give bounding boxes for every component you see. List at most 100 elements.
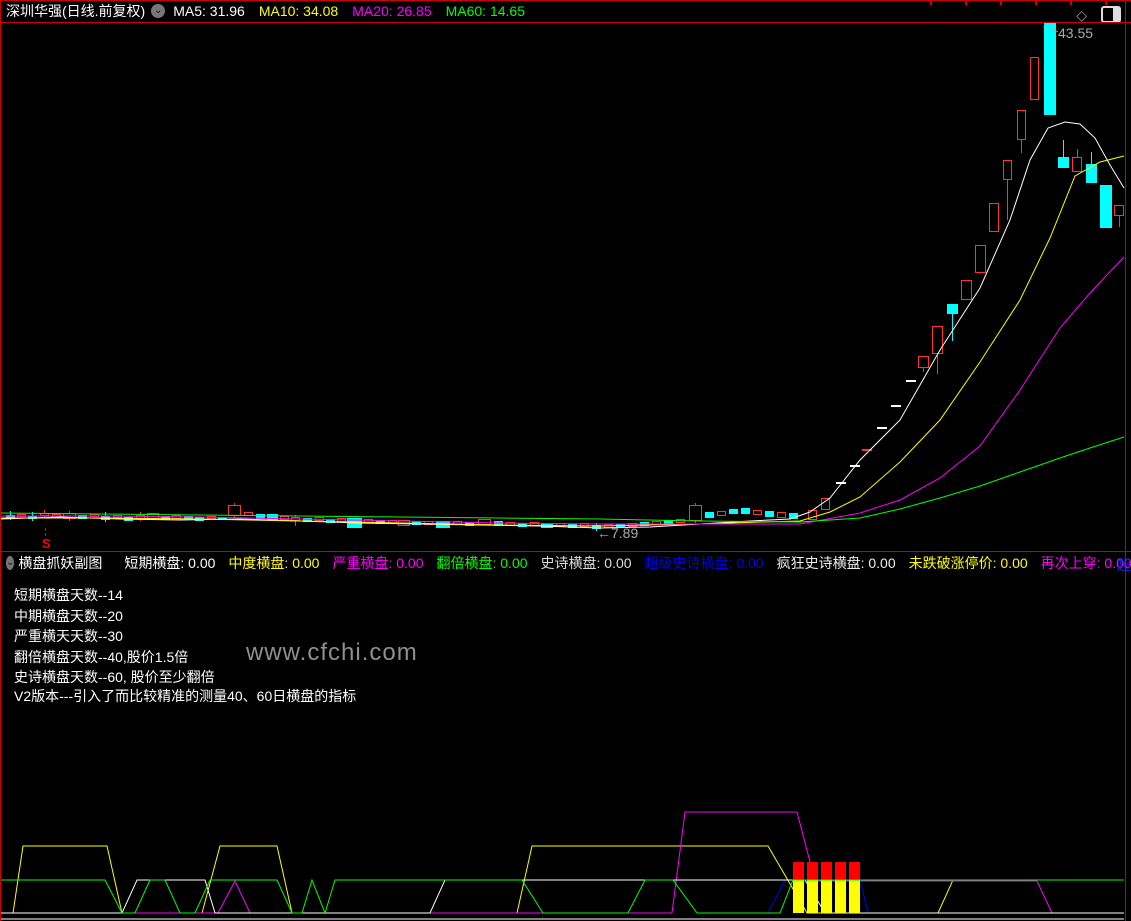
up-candle bbox=[689, 505, 702, 521]
description-line: V2版本---引入了而比较精准的测量40、60日横盘的指标 bbox=[14, 687, 357, 704]
up-candle bbox=[989, 203, 999, 232]
down-candle bbox=[1044, 23, 1056, 115]
up-candle bbox=[17, 514, 26, 517]
ma-legend: MA5: 31.96 MA10: 34.08 MA20: 26.85 MA60: 14… bbox=[173, 3, 525, 19]
low-arrow-icon: ← bbox=[597, 525, 611, 541]
up-candle bbox=[478, 519, 491, 525]
up-candle bbox=[172, 515, 181, 519]
limit-dash bbox=[836, 482, 846, 484]
sell-signal-marker: S bbox=[42, 528, 51, 551]
up-candle bbox=[580, 523, 589, 527]
signal-bar-red bbox=[807, 862, 818, 880]
sub-yellow-line bbox=[1, 845, 1124, 914]
down-candle bbox=[28, 516, 37, 519]
signal-bar-yellow bbox=[849, 880, 860, 913]
up-candle bbox=[918, 356, 929, 368]
sub-green-line bbox=[1, 878, 1124, 915]
down-candle bbox=[1100, 185, 1112, 228]
ma-legend-item: MA20: 26.85 bbox=[352, 3, 432, 19]
limit-dash bbox=[891, 405, 901, 407]
limit-dash bbox=[877, 427, 887, 429]
main-sub-separator[interactable] bbox=[0, 551, 1131, 552]
up-candle bbox=[961, 280, 972, 300]
limit-dash bbox=[850, 465, 860, 467]
ma-legend-item: MA10: 34.08 bbox=[258, 3, 339, 19]
signal-bar-red bbox=[793, 862, 804, 880]
up-candle bbox=[1003, 160, 1012, 180]
down-candle bbox=[1058, 157, 1069, 168]
up-candle bbox=[63, 513, 76, 519]
down-candle bbox=[705, 512, 714, 518]
up-candle bbox=[280, 516, 289, 520]
signal-bar-red bbox=[835, 862, 846, 880]
indicator-item: 严重横盘: 0.00 bbox=[332, 554, 424, 571]
down-candle bbox=[412, 521, 421, 525]
sub-blue-line bbox=[767, 879, 869, 914]
down-candle bbox=[664, 520, 673, 525]
top-border bbox=[0, 0, 1131, 1]
titlebar-separator bbox=[0, 22, 1131, 23]
indicator-item: 中度横盘: 0.00 bbox=[228, 554, 320, 571]
up-candle bbox=[398, 520, 410, 526]
down-candle bbox=[6, 515, 15, 518]
description-line: 严重横天天数--30 bbox=[14, 628, 123, 644]
diamond-icon[interactable]: ◇ bbox=[1076, 6, 1087, 23]
up-candle bbox=[424, 521, 433, 525]
signal-bar-yellow bbox=[807, 880, 818, 913]
up-candle bbox=[530, 522, 539, 526]
down-candle bbox=[184, 516, 193, 519]
indicator-item: 史诗横盘: 0.00 bbox=[540, 554, 632, 571]
marker-stem bbox=[45, 528, 47, 536]
high-price-label: 43.55 bbox=[1058, 25, 1094, 41]
down-candle bbox=[765, 511, 774, 517]
description-line: 短期横盘天数--14 bbox=[14, 587, 123, 603]
right-border bbox=[1125, 0, 1126, 921]
down-candle bbox=[465, 522, 474, 526]
up-candle bbox=[337, 518, 346, 522]
up-candle bbox=[113, 515, 122, 518]
candlestick-chart[interactable] bbox=[0, 0, 1131, 560]
chevron-down-icon[interactable]: ⌄ bbox=[151, 4, 166, 18]
description-line: 中期横盘天数--20 bbox=[14, 607, 123, 624]
up-candle bbox=[228, 505, 241, 516]
up-candle bbox=[136, 515, 145, 519]
indicator-name[interactable]: 横盘抓妖副图 bbox=[18, 554, 103, 571]
up-candle bbox=[1017, 110, 1026, 140]
down-candle bbox=[78, 515, 87, 519]
down-candle bbox=[347, 518, 362, 528]
sub-indicator-header: ⌄ 横盘抓妖副图 短期横盘: 0.00 中度横盘: 0.00 严重横盘: 0.00 翻… bbox=[0, 553, 1131, 572]
left-border bbox=[0, 0, 1, 921]
indicator-description: 短期横盘天数--14 中期横盘天数--20 严重横天天数--30 翻倍横盘天数--40… bbox=[14, 586, 714, 704]
up-candle bbox=[717, 511, 726, 516]
up-candle bbox=[556, 523, 565, 527]
down-candle bbox=[161, 516, 170, 520]
down-candle bbox=[376, 520, 385, 524]
sub-magenta-line bbox=[1, 811, 1124, 914]
up-candle bbox=[753, 510, 762, 515]
up-candle bbox=[808, 510, 817, 520]
down-candle bbox=[101, 516, 110, 520]
watermark: www.cfchi.com bbox=[246, 639, 418, 666]
up-candle bbox=[1114, 205, 1124, 216]
up-candle bbox=[364, 519, 373, 523]
up-candle bbox=[453, 521, 462, 525]
up-candle bbox=[975, 245, 986, 273]
up-candle bbox=[207, 516, 216, 519]
up-candle bbox=[821, 498, 830, 510]
up-candle bbox=[52, 514, 61, 518]
up-candle bbox=[1030, 57, 1039, 100]
down-candle bbox=[218, 517, 227, 520]
low-price-label: ←7.89 bbox=[597, 525, 639, 541]
down-candle bbox=[326, 519, 335, 523]
up-candle bbox=[90, 514, 99, 517]
up-candle bbox=[932, 326, 943, 354]
down-candle bbox=[789, 513, 798, 519]
indicator-item: 再次上穿: 0.00 bbox=[1040, 554, 1131, 571]
description-line: 史诗横盘天数--60, 股价至少翻倍 bbox=[14, 669, 215, 685]
chevron-down-icon[interactable]: ⌄ bbox=[6, 555, 15, 570]
down-candle bbox=[1086, 164, 1097, 183]
signal-bar-red bbox=[849, 862, 860, 880]
down-candle bbox=[947, 304, 958, 314]
indicator-values: 短期横盘: 0.00 中度横盘: 0.00 严重横盘: 0.00 翻倍横盘: 0.00… bbox=[124, 553, 1131, 573]
